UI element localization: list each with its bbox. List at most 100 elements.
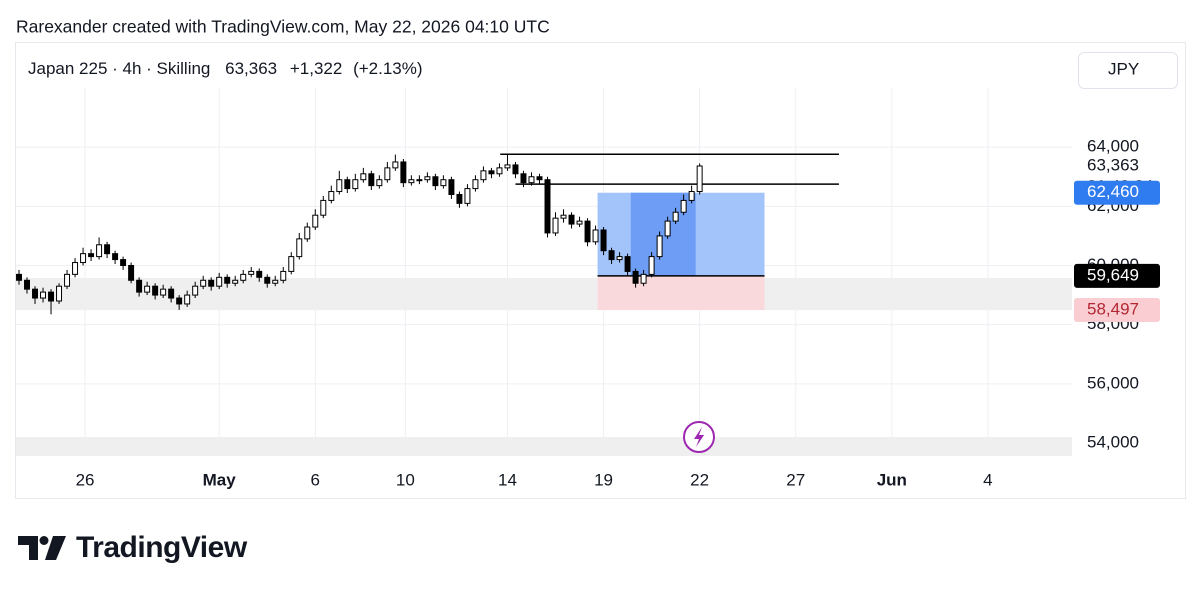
candle-body xyxy=(128,264,135,281)
candle-body xyxy=(400,161,407,184)
candle-body xyxy=(32,288,39,299)
candle-body xyxy=(176,297,183,305)
candle-body xyxy=(352,179,359,190)
legend-line: Japan 225 · 4h · Skilling 63,363 +1,322 … xyxy=(28,59,423,78)
candle-body xyxy=(688,191,695,201)
candle-body xyxy=(248,270,255,275)
candle-body xyxy=(88,253,95,258)
last-price-label: 63,363 xyxy=(1087,155,1139,174)
candle-body xyxy=(64,273,71,287)
candle-body xyxy=(576,220,583,225)
target-price-box xyxy=(1074,180,1160,205)
candle-body xyxy=(24,279,30,290)
candle-body xyxy=(440,179,447,187)
candle-body xyxy=(568,214,575,225)
last-price: 63,363 xyxy=(225,59,277,78)
x-tick-label: Jun xyxy=(877,470,907,489)
candle-body xyxy=(672,211,679,222)
change: +1,322 xyxy=(290,59,342,78)
candle-body xyxy=(664,220,671,237)
x-tick-label: May xyxy=(203,470,237,489)
candle-body xyxy=(320,199,327,216)
logo-part xyxy=(18,536,38,560)
x-tick-label: 26 xyxy=(76,470,95,489)
candle-body xyxy=(384,167,391,181)
candle-body xyxy=(344,179,351,190)
candle-body xyxy=(552,217,559,234)
candle-body xyxy=(200,279,207,287)
candle-body xyxy=(528,176,535,184)
candle-body xyxy=(224,276,231,284)
candle-body xyxy=(432,176,439,187)
logo-part xyxy=(45,536,66,560)
candle-body xyxy=(336,179,343,193)
stop-price-label: 58,497 xyxy=(1087,299,1139,318)
stop-price-box xyxy=(1074,297,1160,322)
plot-area xyxy=(16,153,1072,456)
candle-body xyxy=(496,167,503,175)
candle-body xyxy=(544,179,551,234)
candle-body xyxy=(464,188,471,204)
candle-body xyxy=(416,179,423,182)
brand-logo: TradingView xyxy=(18,531,248,564)
candle-body xyxy=(112,253,119,261)
candle-body xyxy=(592,229,599,243)
legend: Japan 225 · 4h · Skilling 63,363 +1,322 … xyxy=(28,59,423,78)
candle-body xyxy=(80,253,87,264)
stop-zone xyxy=(597,275,765,310)
entry-price-box xyxy=(1074,263,1160,288)
candle-body xyxy=(272,279,279,284)
candle-body xyxy=(624,256,631,272)
candle-body xyxy=(656,235,663,258)
y-tick-label: 54,000 xyxy=(1087,432,1139,451)
candle-body xyxy=(136,279,143,293)
candle-body xyxy=(504,164,511,169)
candle-body xyxy=(512,164,519,175)
candle-body xyxy=(216,276,223,287)
candle-body xyxy=(536,176,543,181)
currency-button[interactable]: JPY xyxy=(1078,52,1178,89)
candle-body xyxy=(256,270,263,278)
zone xyxy=(16,437,1072,456)
candle-body xyxy=(680,199,687,213)
entry-price-label: 59,649 xyxy=(1087,265,1139,284)
candle-body xyxy=(448,179,455,195)
candle-body xyxy=(328,191,335,201)
x-tick-label: 22 xyxy=(690,470,709,489)
x-tick-label: 6 xyxy=(311,470,320,489)
brand-name: TradingView xyxy=(76,531,248,564)
currency-label[interactable]: JPY xyxy=(1108,59,1139,78)
symbol: Japan 225 · 4h · Skilling xyxy=(28,59,210,78)
axes: 54,00056,00058,00060,00062,00064,00026Ma… xyxy=(76,137,1160,489)
candle-body xyxy=(104,244,111,255)
candle-body xyxy=(368,173,375,187)
candle-body xyxy=(152,285,159,296)
lightning-icon[interactable] xyxy=(694,427,704,447)
currency-box[interactable] xyxy=(1078,52,1178,89)
chart-frame xyxy=(15,42,1186,499)
candle-body xyxy=(488,170,495,175)
candle-body xyxy=(648,256,655,275)
candle-body xyxy=(240,273,247,281)
candle-body xyxy=(480,170,487,181)
candle-body xyxy=(48,291,55,302)
candle-body xyxy=(392,161,399,169)
candle-body xyxy=(696,165,703,193)
candle-body xyxy=(160,288,167,296)
candle-body xyxy=(288,256,295,272)
attribution: Rarexander created with TradingView.com,… xyxy=(16,17,550,37)
candle-body xyxy=(72,262,79,275)
candle-body xyxy=(472,179,479,190)
candle-body xyxy=(120,259,127,266)
grid xyxy=(15,88,1072,456)
candle-body xyxy=(600,229,607,252)
y-tick-label: 56,000 xyxy=(1087,373,1139,392)
x-tick-label: 10 xyxy=(396,470,415,489)
x-tick-label: 27 xyxy=(786,470,805,489)
event-marker[interactable] xyxy=(683,421,715,453)
candle-body xyxy=(360,173,367,181)
candle-body xyxy=(184,294,191,305)
candle-body xyxy=(560,214,567,219)
change-percent: (+2.13%) xyxy=(353,59,422,78)
